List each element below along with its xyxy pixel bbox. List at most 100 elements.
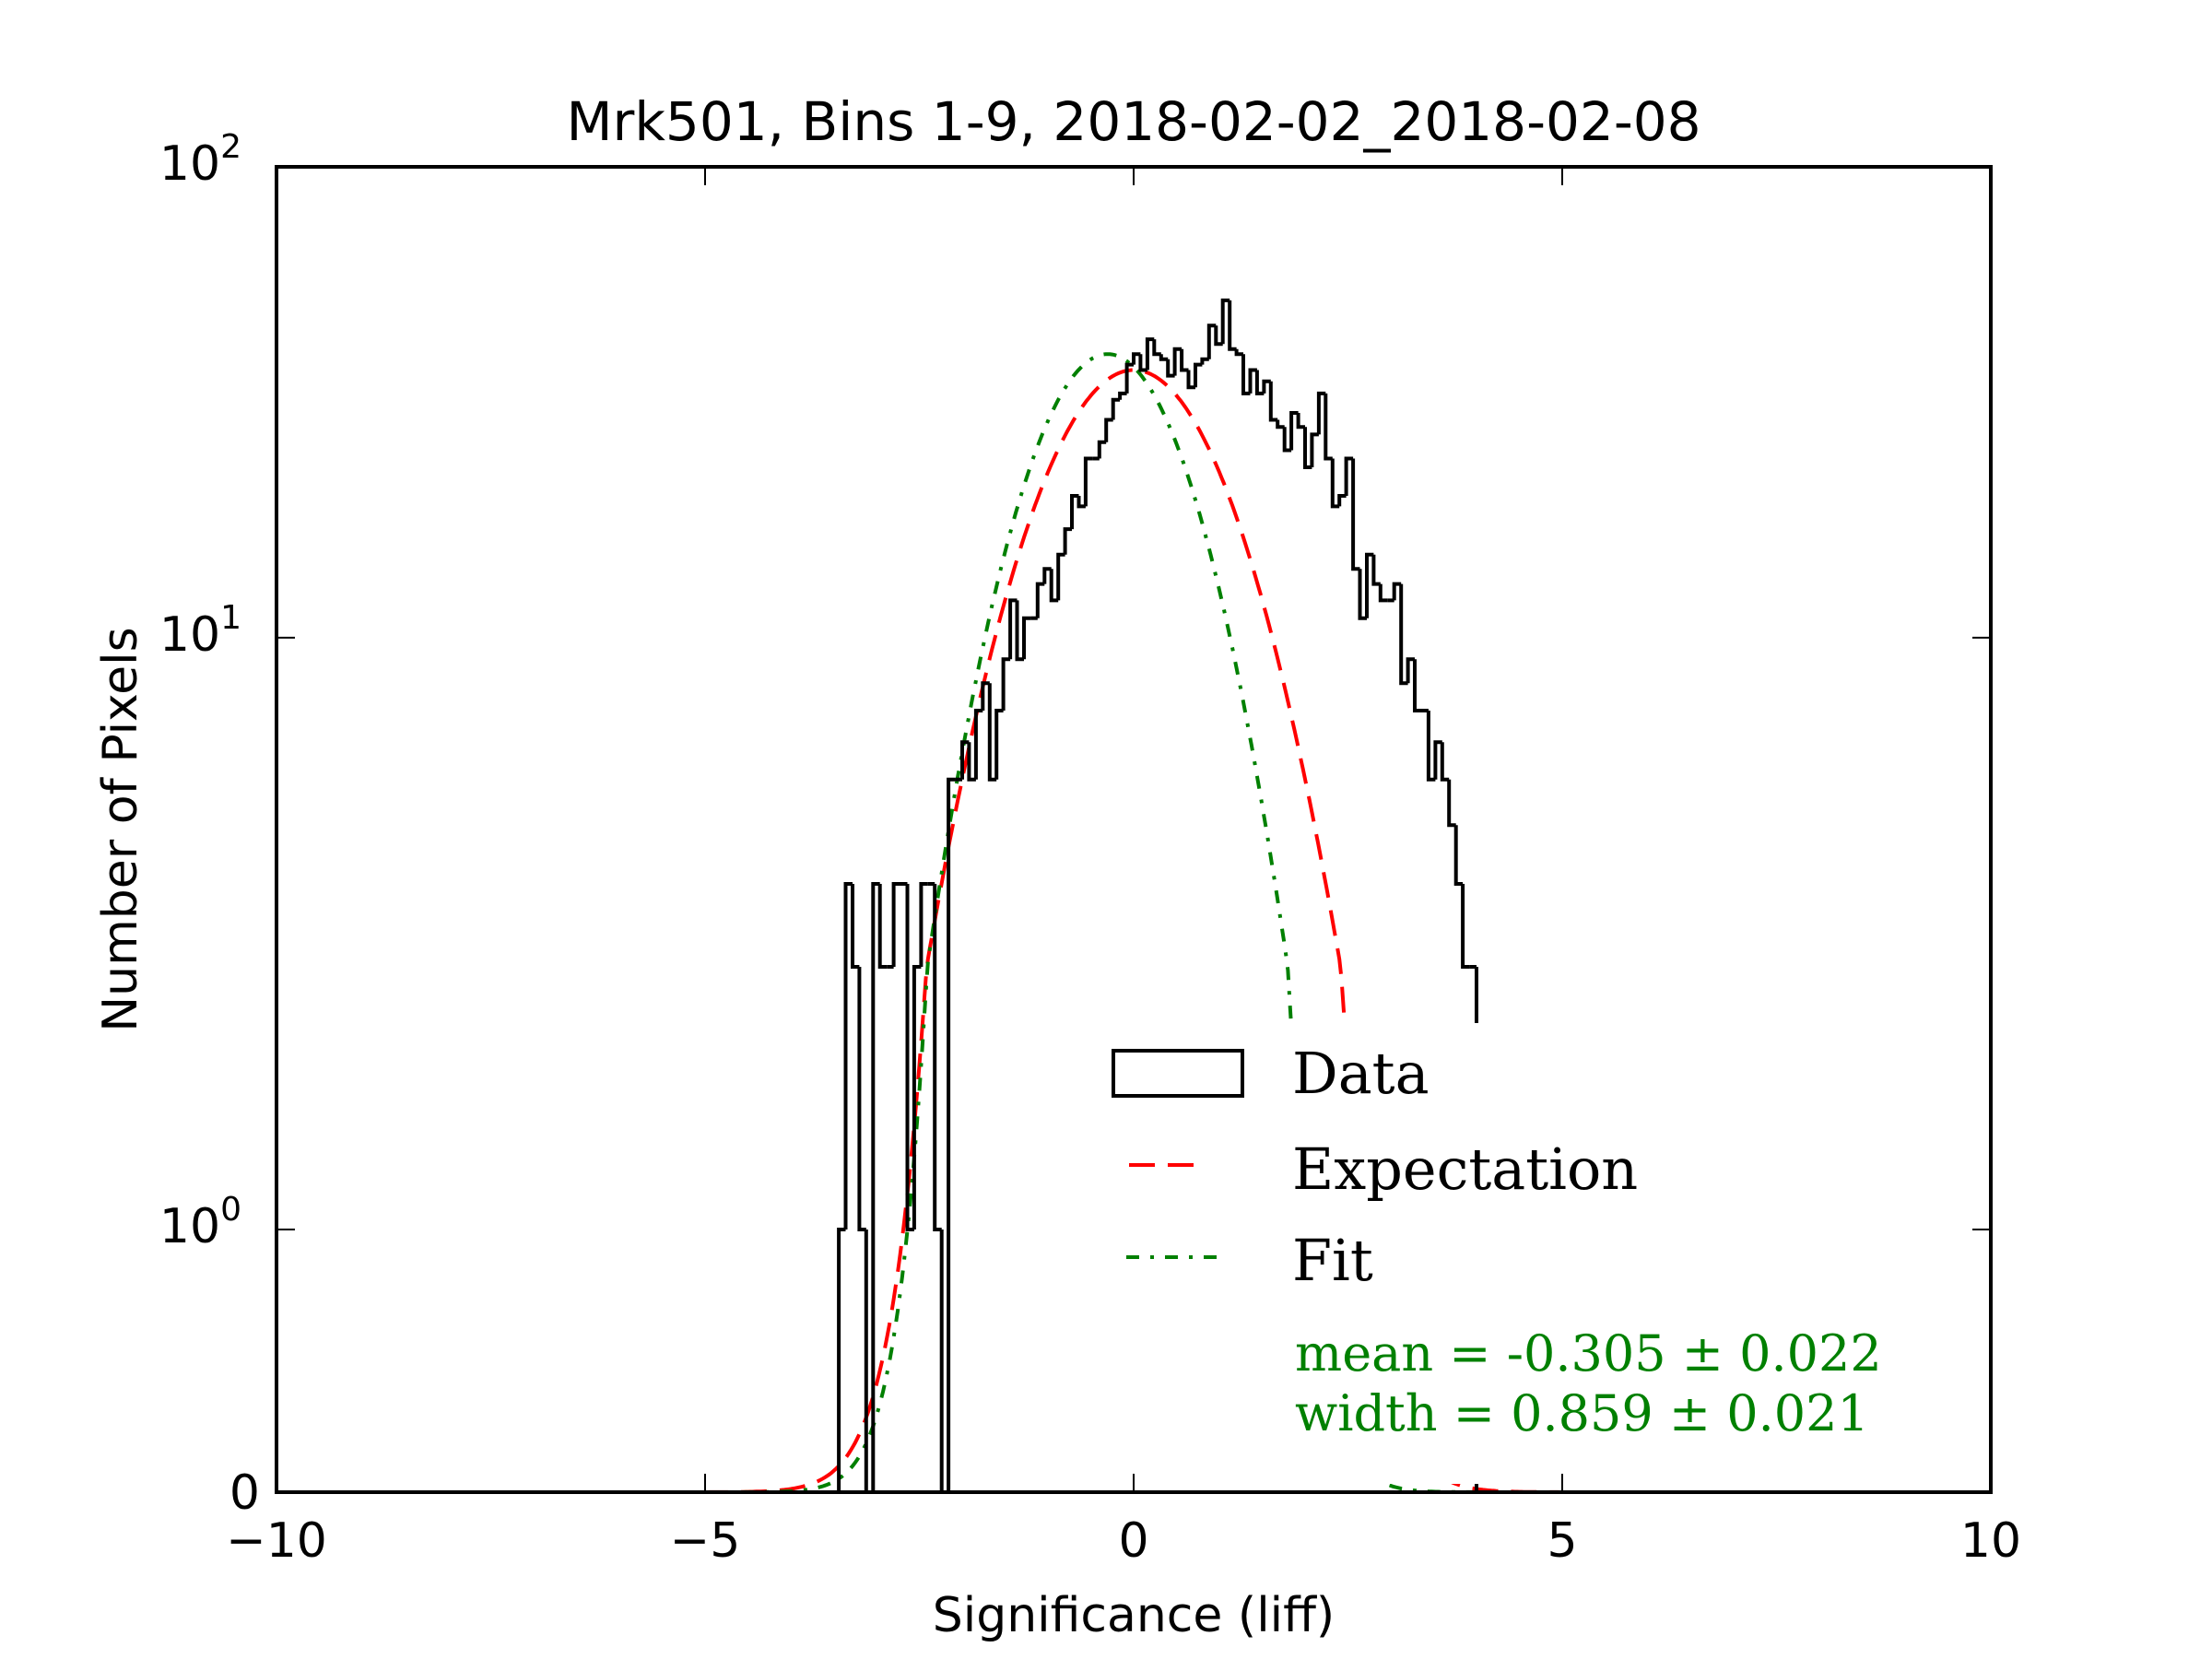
histogram-bin <box>891 882 900 967</box>
histogram-bin <box>1262 379 1271 394</box>
histogram-bin <box>939 1230 949 1492</box>
histogram-bin <box>1399 583 1408 686</box>
histogram-bin <box>987 683 997 782</box>
histogram-bin <box>1406 657 1415 684</box>
x-tick-label: −5 <box>670 1513 741 1569</box>
histogram-bin <box>1228 300 1237 351</box>
histogram-bin <box>1145 337 1155 371</box>
x-tick-label: −10 <box>226 1513 327 1569</box>
fit-mean-annotation: mean = -0.305 ± 0.022 <box>1295 1324 1882 1382</box>
histogram-bin <box>1378 583 1388 603</box>
histogram-bin <box>933 884 942 1231</box>
histogram-bin <box>1241 354 1251 395</box>
y-axis-ticks: 0 100 101 102 <box>159 128 1991 1521</box>
histogram-bin <box>1413 659 1422 712</box>
histogram-bin <box>1001 657 1011 711</box>
histogram-bin <box>1132 352 1141 365</box>
y-tick-label: 0 <box>229 1465 260 1521</box>
histogram-bin <box>843 882 853 1230</box>
histogram-bin <box>1166 359 1175 378</box>
histogram-bin <box>1268 381 1278 422</box>
histogram-bin <box>973 709 983 780</box>
histogram-bin <box>905 884 914 1231</box>
plot-frame <box>275 165 1993 1494</box>
legend-data-patch <box>1112 1049 1244 1098</box>
legend: Data Expectation Fit mean = -0.305 ± 0.0… <box>1101 1023 1949 1484</box>
legend-label-fit: Fit <box>1292 1227 1373 1294</box>
histogram-bin <box>1172 347 1182 376</box>
x-tick-label: 0 <box>1118 1513 1148 1569</box>
histogram-bin <box>1330 458 1340 509</box>
histogram-bin <box>1276 419 1285 429</box>
histogram-bin <box>967 742 976 782</box>
histogram-bin <box>1337 494 1347 507</box>
histogram-bin <box>1344 456 1354 496</box>
histogram-bin <box>1194 362 1203 388</box>
histogram-bin <box>871 882 880 1492</box>
histogram-bin <box>1303 427 1312 469</box>
x-tick-label: 5 <box>1547 1513 1577 1569</box>
histogram-bin <box>1316 391 1326 435</box>
legend-label-expectation: Expectation <box>1292 1135 1638 1203</box>
histogram-bin <box>1433 740 1442 780</box>
histogram-bin <box>1289 411 1299 451</box>
histogram-bin <box>1310 432 1319 467</box>
histogram-bin <box>1200 357 1209 365</box>
histogram-bin <box>919 882 928 967</box>
histogram-bin <box>1077 496 1086 509</box>
histogram-bin <box>1447 779 1456 828</box>
histogram-bin <box>1351 458 1360 571</box>
histogram-bin <box>1392 582 1402 601</box>
histogram-bin <box>1070 494 1079 530</box>
histogram-bin <box>1124 362 1134 394</box>
histogram-bin <box>960 740 970 780</box>
histogram-bin <box>1022 616 1031 660</box>
histogram-bin <box>1180 348 1189 372</box>
histogram-bin <box>1008 598 1018 660</box>
histogram-bin <box>1206 324 1217 359</box>
histogram-bin <box>1104 418 1113 442</box>
histogram-bin <box>1186 370 1195 390</box>
histogram-bin <box>1083 456 1093 507</box>
histogram-bin <box>1324 393 1333 461</box>
histogram-bin <box>877 884 888 969</box>
chart-title: Mrk501, Bins 1-9, 2018-02-02_2018-02-08 <box>566 90 1700 153</box>
histogram-bin <box>851 884 860 969</box>
histogram-bin <box>1152 339 1161 357</box>
histogram-bin <box>1282 427 1292 453</box>
histogram-bin <box>1042 567 1052 584</box>
histogram-bin <box>994 709 1004 780</box>
histogram-bin <box>837 1228 846 1492</box>
fit-width-annotation: width = 0.859 ± 0.021 <box>1295 1384 1869 1442</box>
histogram-bin <box>1056 552 1065 601</box>
histogram-bin <box>864 1230 874 1492</box>
histogram-bin <box>1426 711 1436 782</box>
histogram-bin <box>1358 569 1367 620</box>
y-tick-label: 102 <box>159 128 241 192</box>
histogram-bin <box>1063 527 1072 555</box>
histogram-bin <box>1461 884 1470 969</box>
x-axis-label: Significance (liff) <box>933 1588 1335 1643</box>
histogram-bin <box>1453 825 1464 886</box>
histogram-bin <box>947 777 956 1492</box>
histogram-bin <box>1138 354 1147 372</box>
histogram-bin <box>1254 370 1265 395</box>
histogram-bin <box>912 965 922 1230</box>
histogram-bin <box>981 681 990 711</box>
histogram-bin <box>1214 325 1223 347</box>
histogram-bin <box>1371 554 1381 586</box>
histogram-bin <box>1365 552 1374 618</box>
histogram-bin <box>857 967 866 1231</box>
histogram-bin <box>1159 354 1169 361</box>
y-tick-label: 100 <box>159 1191 241 1254</box>
histogram-bin <box>1440 742 1450 782</box>
histogram-bin <box>1049 569 1059 603</box>
legend-label-data: Data <box>1292 1040 1430 1107</box>
histogram-bin <box>1234 348 1243 357</box>
x-tick-label: 10 <box>1960 1513 2021 1569</box>
histogram-bin <box>1296 413 1305 429</box>
histogram-bin <box>1015 600 1024 662</box>
histogram-bin <box>1248 368 1257 394</box>
y-tick-label: 101 <box>159 599 241 663</box>
